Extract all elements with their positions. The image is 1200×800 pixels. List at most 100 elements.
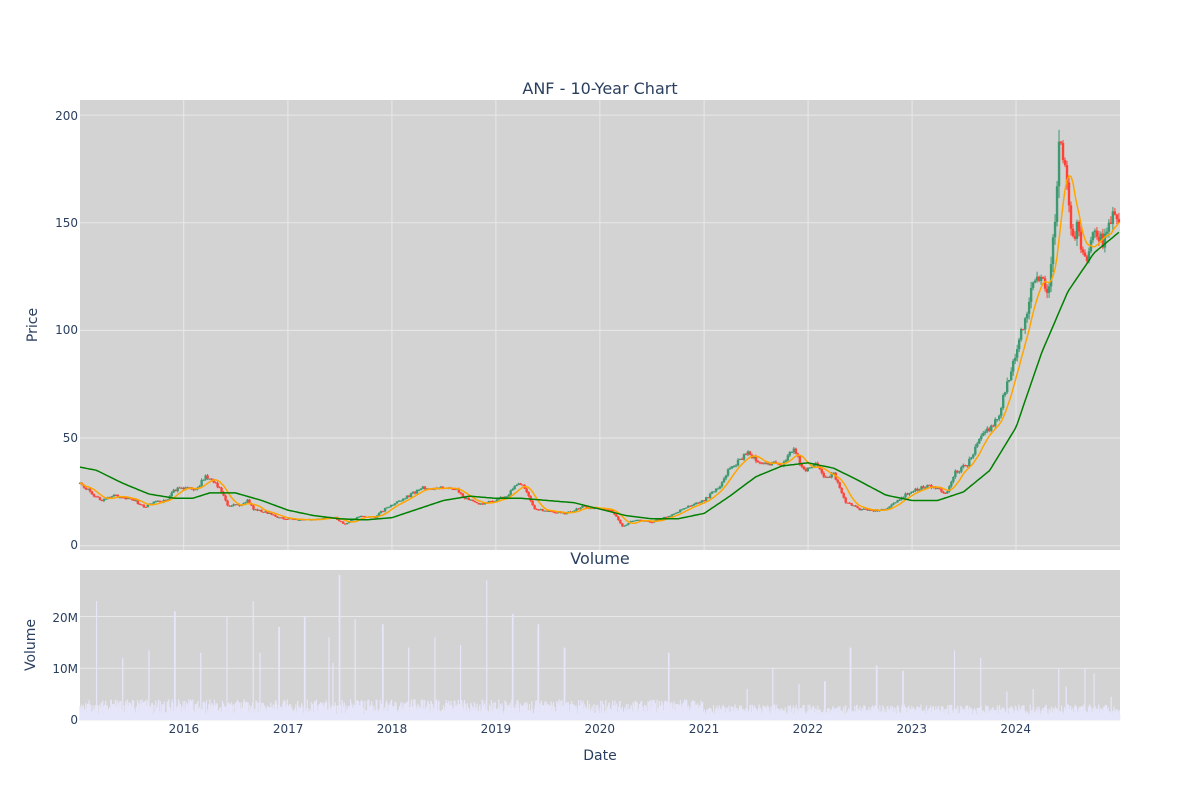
candle-body	[1097, 236, 1101, 242]
candle-body	[1099, 233, 1103, 242]
volume-bar	[406, 701, 408, 720]
candle-body	[347, 521, 351, 524]
candle-body	[992, 425, 995, 427]
volume-bar	[97, 705, 99, 720]
volume-bar	[876, 665, 878, 720]
candle-body	[856, 506, 859, 509]
candle-body	[298, 520, 301, 522]
candle-body	[1085, 256, 1089, 261]
candle-body	[669, 515, 672, 517]
candle-body	[718, 486, 722, 489]
candle-body	[998, 415, 1001, 420]
candle-body	[1115, 214, 1119, 220]
candle-body	[535, 508, 538, 510]
candle-body	[688, 505, 692, 507]
candle-body	[340, 521, 343, 523]
candle-body	[637, 519, 640, 521]
volume-bar	[673, 701, 675, 720]
volume-bar	[143, 701, 145, 720]
candle-body	[120, 497, 124, 499]
candle-body	[387, 506, 391, 508]
volume-bar	[970, 707, 973, 720]
candle-body	[1081, 249, 1085, 253]
candle-body	[898, 499, 901, 501]
volume-bar	[1065, 686, 1067, 720]
candle-body	[1063, 160, 1067, 166]
volume-bar	[138, 702, 140, 720]
candle-body	[1083, 252, 1087, 257]
candle-body	[593, 508, 596, 510]
candle-body	[806, 467, 810, 472]
candle-body	[477, 503, 480, 505]
candle-body	[417, 489, 421, 491]
date-tick-label: 2018	[377, 722, 408, 736]
volume-bar	[868, 706, 870, 720]
candle-body	[284, 518, 287, 520]
candle-body	[1027, 301, 1031, 314]
volume-bar	[474, 703, 476, 720]
candle-body	[505, 496, 508, 498]
candle-body	[537, 509, 540, 511]
candle-body	[575, 508, 578, 511]
long-moving-average-line	[79, 231, 1120, 521]
candle-body	[918, 489, 921, 491]
candle-body	[671, 514, 674, 516]
volume-bar	[1119, 714, 1121, 720]
candle-body	[405, 495, 409, 499]
candle-body	[489, 501, 492, 503]
volume-bar	[289, 703, 291, 720]
volume-bar	[235, 702, 237, 720]
candle-body	[714, 488, 718, 492]
price-grid	[80, 100, 1120, 550]
candle-body	[892, 503, 895, 505]
candle-body	[1109, 222, 1113, 224]
candle-body	[244, 502, 247, 504]
candle-body	[204, 475, 207, 480]
candle-body	[411, 491, 415, 494]
candle-body	[268, 512, 271, 514]
volume-bar	[576, 708, 578, 720]
candle-body	[1029, 287, 1033, 302]
volume-bar	[211, 702, 213, 720]
candle-body	[513, 485, 516, 490]
candle-body	[236, 504, 239, 506]
volume-bar	[1001, 707, 1003, 720]
short-moving-average-line	[79, 174, 1120, 525]
volume-bar	[969, 706, 971, 720]
volume-bar	[226, 616, 228, 720]
volume-bar	[789, 705, 792, 720]
candle-body	[686, 505, 690, 508]
candle-body	[972, 454, 975, 458]
candle-body	[872, 510, 875, 512]
candle-body	[216, 482, 219, 488]
volume-bar	[316, 705, 318, 720]
candle-body	[1019, 329, 1023, 340]
candle-body	[944, 492, 947, 494]
candle-body	[351, 519, 355, 521]
date-tick-label: 2021	[689, 722, 720, 736]
date-tick-label: 2019	[481, 722, 512, 736]
candle-body	[938, 488, 941, 490]
volume-bar	[301, 703, 303, 720]
candle-body	[800, 464, 804, 467]
candle-body	[525, 488, 528, 493]
candle-body	[589, 508, 592, 510]
candle-body	[349, 519, 353, 522]
candle-body	[1039, 276, 1043, 281]
volume-bar	[649, 700, 651, 720]
candle-body	[170, 492, 173, 497]
candle-body	[615, 514, 618, 517]
volume-bar	[283, 699, 285, 720]
candle-body	[764, 462, 768, 464]
candle-body	[591, 508, 594, 510]
candle-body	[467, 497, 471, 501]
volume-bar	[399, 706, 401, 720]
candle-body	[678, 509, 682, 512]
candle-body	[910, 491, 913, 493]
candle-body	[393, 503, 397, 505]
candle-body	[122, 497, 126, 499]
volume-bar	[310, 701, 312, 720]
candle-body	[920, 486, 923, 490]
candle-body	[794, 448, 798, 454]
candle-body	[962, 465, 965, 468]
